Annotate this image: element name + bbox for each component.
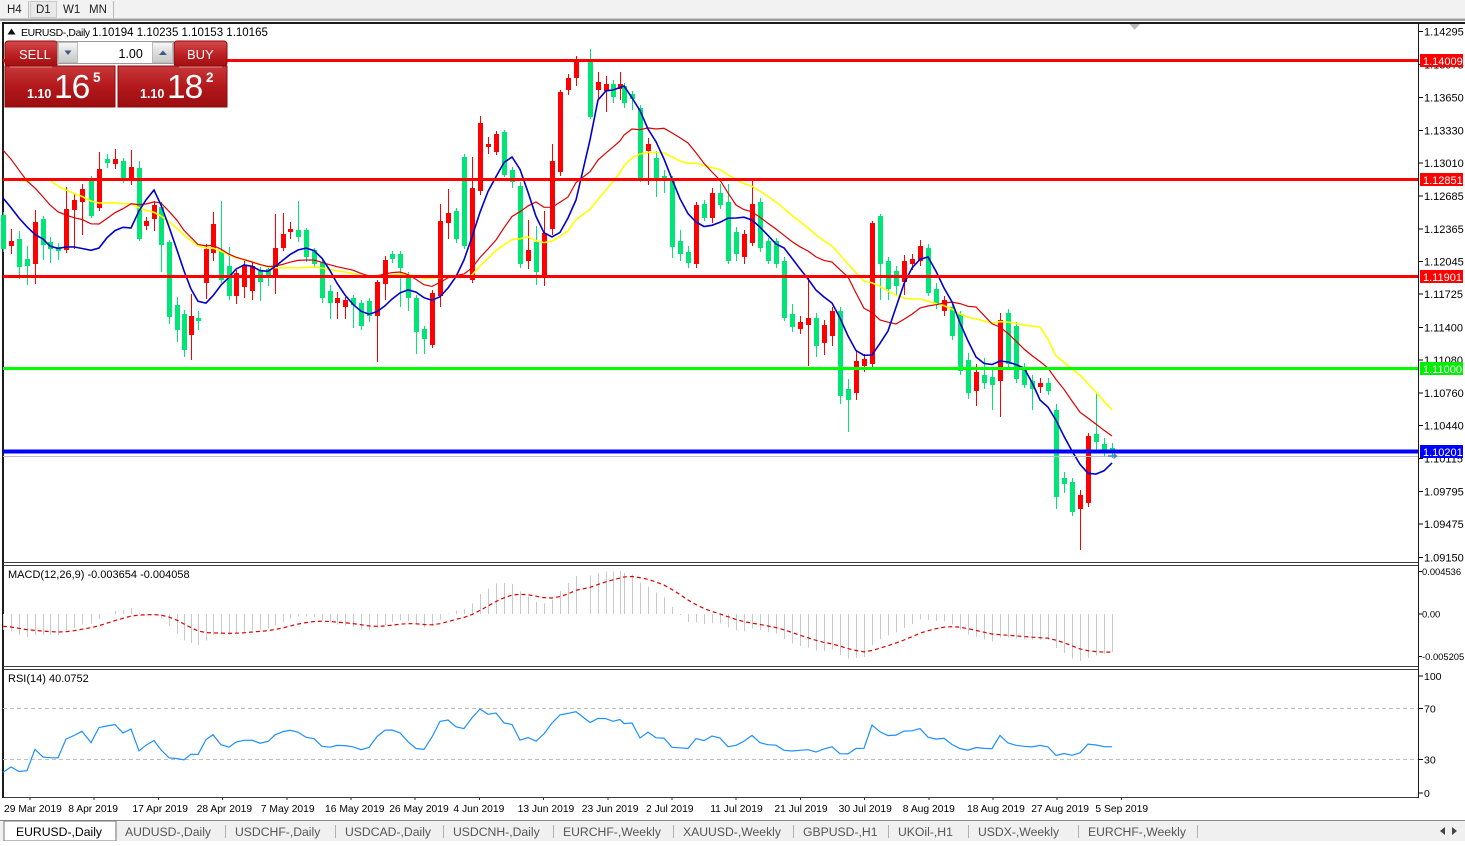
svg-text:XAUUSD-,Weekly: XAUUSD-,Weekly <box>683 825 782 839</box>
svg-text:1.11901: 1.11901 <box>1423 272 1462 284</box>
svg-text:18 Aug 2019: 18 Aug 2019 <box>967 804 1025 815</box>
svg-text:23 Jun 2019: 23 Jun 2019 <box>582 804 639 815</box>
svg-text:70: 70 <box>1424 703 1436 715</box>
svg-text:1.12851: 1.12851 <box>1423 175 1463 187</box>
svg-text:BUY: BUY <box>187 47 214 62</box>
svg-text:1.10760: 1.10760 <box>1424 388 1464 400</box>
svg-text:1.14295: 1.14295 <box>1424 27 1464 39</box>
svg-text:1.11400: 1.11400 <box>1424 322 1463 334</box>
svg-text:1.09475: 1.09475 <box>1424 519 1464 531</box>
svg-text:D1: D1 <box>36 4 51 16</box>
svg-text:W1: W1 <box>63 4 80 16</box>
svg-text:1.10440: 1.10440 <box>1424 420 1464 432</box>
svg-text:5 Sep 2019: 5 Sep 2019 <box>1095 804 1148 815</box>
svg-text:USDCAD-,Daily: USDCAD-,Daily <box>345 825 432 839</box>
svg-text:0: 0 <box>1424 788 1430 800</box>
svg-text:1.11000: 1.11000 <box>1423 364 1462 376</box>
svg-text:1.09795: 1.09795 <box>1424 486 1464 498</box>
svg-text:UKOil-,H1: UKOil-,H1 <box>898 825 953 839</box>
svg-text:EURUSD-,Daily: EURUSD-,Daily <box>16 825 103 839</box>
svg-text:21 Jul 2019: 21 Jul 2019 <box>774 804 828 815</box>
svg-text:2 Jul 2019: 2 Jul 2019 <box>646 804 694 815</box>
svg-text:1.12365: 1.12365 <box>1424 224 1464 236</box>
svg-text:1.10: 1.10 <box>27 87 51 101</box>
svg-text:EURCHF-,Weekly: EURCHF-,Weekly <box>563 825 662 839</box>
svg-text:2: 2 <box>206 70 214 85</box>
svg-text:1.09150: 1.09150 <box>1424 552 1464 564</box>
svg-text:1.10: 1.10 <box>140 87 164 101</box>
svg-text:H4: H4 <box>7 4 22 16</box>
svg-text:-0.005205: -0.005205 <box>1422 651 1464 662</box>
svg-text:EURUSD-,Daily: EURUSD-,Daily <box>21 28 91 39</box>
svg-text:16 May 2019: 16 May 2019 <box>325 804 385 815</box>
svg-text:RSI(14) 40.0752: RSI(14) 40.0752 <box>8 673 89 685</box>
svg-text:8 Apr 2019: 8 Apr 2019 <box>68 804 118 815</box>
svg-text:28 Apr 2019: 28 Apr 2019 <box>197 804 253 815</box>
svg-text:16: 16 <box>54 69 90 106</box>
svg-text:30 Jul 2019: 30 Jul 2019 <box>839 804 893 815</box>
svg-text:1.11725: 1.11725 <box>1424 289 1463 301</box>
svg-text:8 Aug 2019: 8 Aug 2019 <box>903 804 955 815</box>
svg-text:1.10201: 1.10201 <box>1423 447 1463 459</box>
svg-text:1.12685: 1.12685 <box>1424 191 1464 203</box>
svg-text:1.00: 1.00 <box>119 47 143 61</box>
svg-text:USDX-,Weekly: USDX-,Weekly <box>978 825 1060 839</box>
svg-text:1.10194 1.10235 1.10153 1.1016: 1.10194 1.10235 1.10153 1.10165 <box>92 27 268 39</box>
svg-text:AUDUSD-,Daily: AUDUSD-,Daily <box>125 825 212 839</box>
svg-text:7 May 2019: 7 May 2019 <box>261 804 315 815</box>
svg-text:30: 30 <box>1424 754 1436 766</box>
svg-text:SELL: SELL <box>19 47 51 62</box>
svg-text:1.13330: 1.13330 <box>1424 125 1464 137</box>
svg-text:11 Jul 2019: 11 Jul 2019 <box>710 804 763 815</box>
svg-text:1.13010: 1.13010 <box>1424 158 1464 170</box>
svg-text:EURCHF-,Weekly: EURCHF-,Weekly <box>1088 825 1187 839</box>
svg-text:1.13650: 1.13650 <box>1424 93 1464 105</box>
svg-text:MN: MN <box>89 4 107 16</box>
svg-text:0.004536: 0.004536 <box>1422 566 1461 577</box>
svg-text:26 May 2019: 26 May 2019 <box>389 804 449 815</box>
svg-text:0.00: 0.00 <box>1422 609 1440 620</box>
svg-text:GBPUSD-,H1: GBPUSD-,H1 <box>803 825 878 839</box>
svg-text:18: 18 <box>167 69 203 106</box>
svg-text:13 Jun 2019: 13 Jun 2019 <box>518 804 575 815</box>
svg-text:27 Aug 2019: 27 Aug 2019 <box>1031 804 1089 815</box>
svg-text:100: 100 <box>1424 671 1442 683</box>
svg-text:17 Apr 2019: 17 Apr 2019 <box>132 804 188 815</box>
svg-text:5: 5 <box>93 70 101 85</box>
svg-text:1.14009: 1.14009 <box>1423 56 1463 68</box>
svg-text:1.12045: 1.12045 <box>1424 257 1464 269</box>
svg-text:MACD(12,26,9) -0.003654 -0.004: MACD(12,26,9) -0.003654 -0.004058 <box>8 569 190 581</box>
svg-text:USDCNH-,Daily: USDCNH-,Daily <box>453 825 541 839</box>
svg-text:USDCHF-,Daily: USDCHF-,Daily <box>235 825 321 839</box>
svg-text:29 Mar 2019: 29 Mar 2019 <box>4 804 62 815</box>
svg-text:4 Jun 2019: 4 Jun 2019 <box>453 804 504 815</box>
